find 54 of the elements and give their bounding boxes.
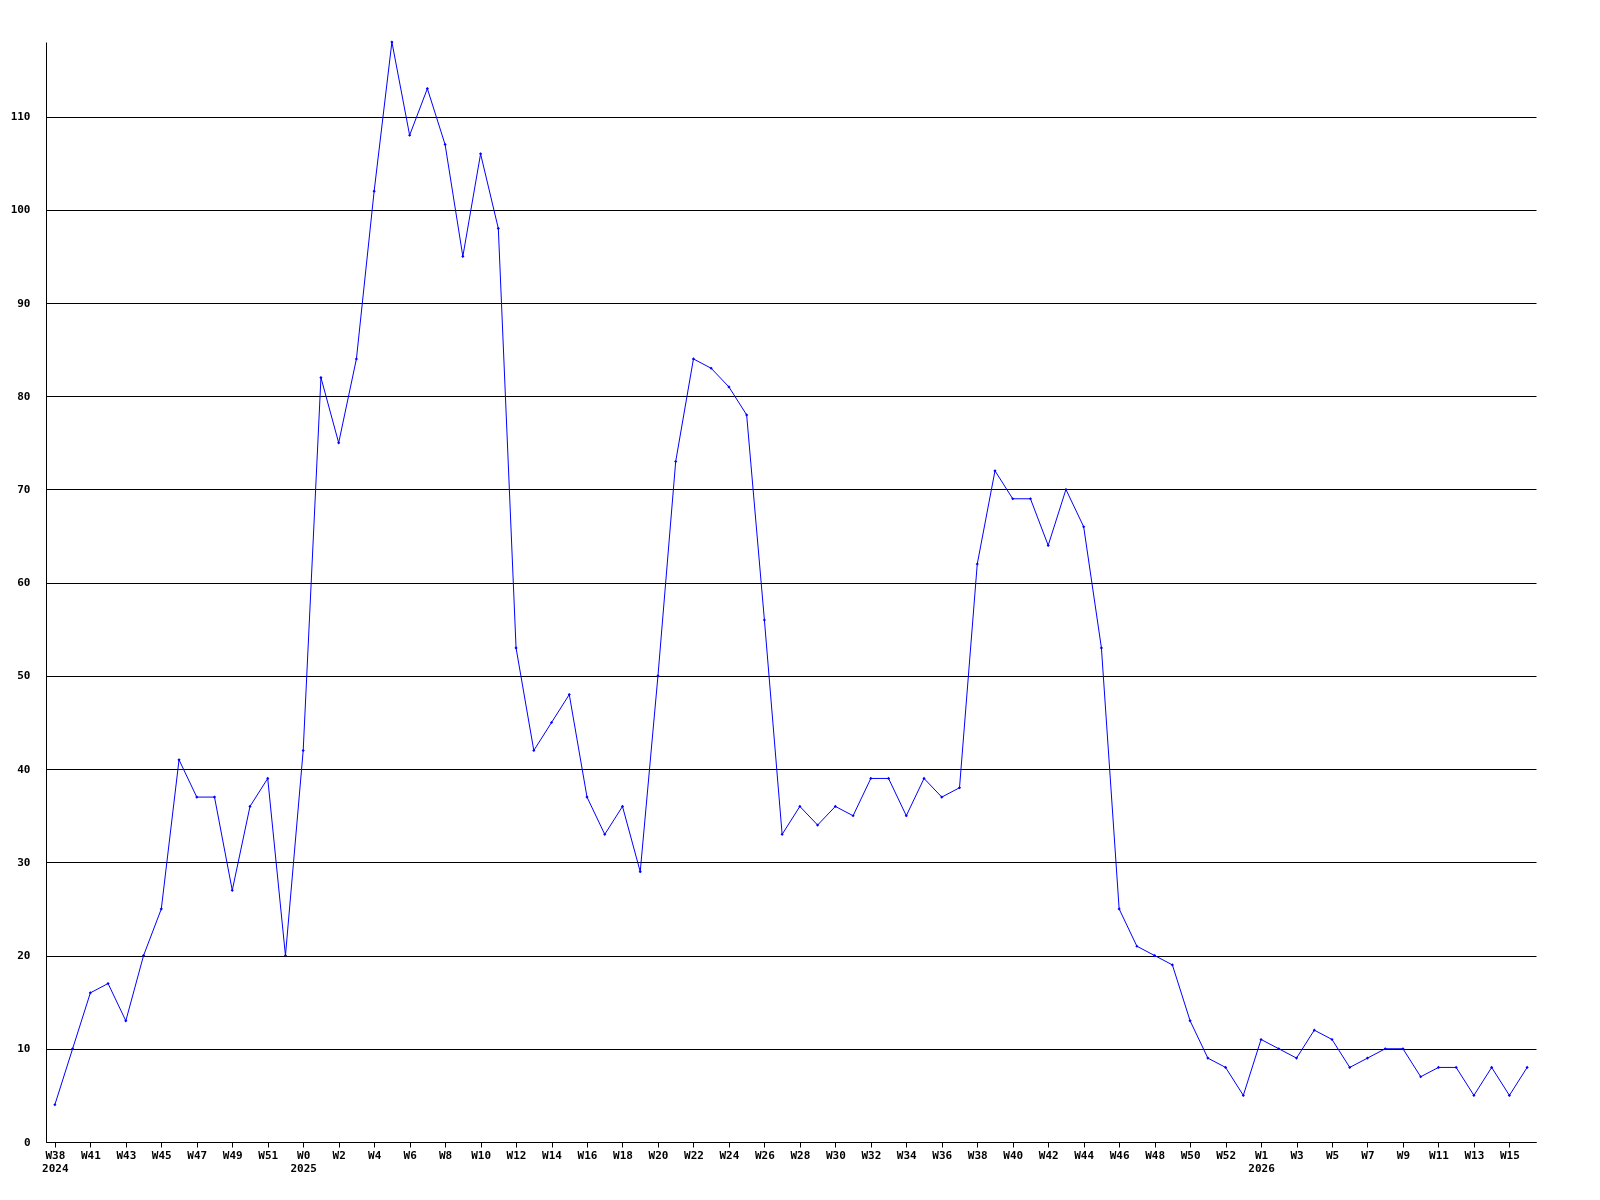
x-tick-label: W0 2025 — [290, 1148, 317, 1175]
x-tick-label: W20 — [648, 1148, 669, 1162]
y-tick-label: 110 — [10, 110, 31, 124]
x-tick-label: W34 — [896, 1148, 918, 1162]
x-tick-label: W5 — [1325, 1148, 1340, 1162]
x-tick-label: W7 — [1361, 1148, 1375, 1162]
x-tick-label: W2 — [332, 1148, 346, 1162]
x-tick-label: W11 — [1429, 1148, 1450, 1162]
x-tick-label: W51 — [258, 1148, 279, 1162]
y-tick-label: 70 — [17, 482, 31, 496]
x-tick-label: W30 — [825, 1148, 846, 1162]
x-tick-label: W3 — [1290, 1148, 1304, 1162]
x-tick-label: W26 — [754, 1148, 776, 1162]
x-tick-label: W44 — [1074, 1148, 1095, 1162]
x-tick-label: W22 — [684, 1148, 704, 1162]
x-tick-label: W40 — [1003, 1148, 1024, 1162]
x-tick-label: W50 — [1180, 1148, 1201, 1162]
x-tick-label: W38 2024 — [42, 1148, 69, 1175]
x-tick-label: W4 — [368, 1148, 382, 1162]
y-tick-label: 40 — [17, 762, 31, 776]
x-tick-label: W10 — [471, 1148, 492, 1162]
x-tick-label: W41 — [80, 1148, 102, 1162]
y-tick-label: 0 — [23, 1135, 31, 1149]
y-tick-label: 30 — [17, 855, 31, 869]
x-tick-label: W14 — [542, 1148, 563, 1162]
x-tick-label: W38 — [967, 1148, 988, 1162]
x-tick-label: W46 — [1109, 1148, 1130, 1162]
x-tick-label: W32 — [861, 1148, 882, 1162]
x-tick-label: W9 — [1396, 1148, 1411, 1162]
x-tick-label: W52 — [1216, 1148, 1237, 1162]
x-tick-label: W48 — [1145, 1148, 1166, 1162]
x-tick-label: W43 — [116, 1148, 137, 1162]
y-tick-label: 10 — [17, 1042, 31, 1056]
y-tick-label: 60 — [17, 576, 31, 590]
x-tick-label: W1 2026 — [1248, 1148, 1276, 1175]
y-tick-label: 50 — [17, 669, 31, 683]
x-tick-label: W28 — [790, 1148, 811, 1162]
y-tick-label: 80 — [17, 389, 31, 403]
x-tick-label: W8 — [438, 1148, 453, 1162]
x-tick-label: W16 — [577, 1148, 598, 1162]
y-tick-label: 20 — [17, 949, 31, 963]
x-tick-label: W18 — [613, 1148, 633, 1162]
x-tick-label: W13 — [1464, 1148, 1485, 1162]
y-tick-label: 100 — [10, 203, 31, 217]
x-tick-label: W24 — [719, 1148, 740, 1162]
x-tick-label: W49 — [222, 1148, 243, 1162]
x-tick-label: W47 — [187, 1148, 208, 1162]
x-tick-label: W42 — [1038, 1148, 1059, 1162]
x-tick-label: W36 — [932, 1148, 953, 1162]
x-tick-label: W45 — [151, 1148, 172, 1162]
y-tick-label: 90 — [17, 296, 31, 310]
x-tick-label: W6 — [403, 1148, 418, 1162]
x-tick-label: W12 — [506, 1148, 527, 1162]
x-tick-label: W15 — [1499, 1148, 1520, 1162]
